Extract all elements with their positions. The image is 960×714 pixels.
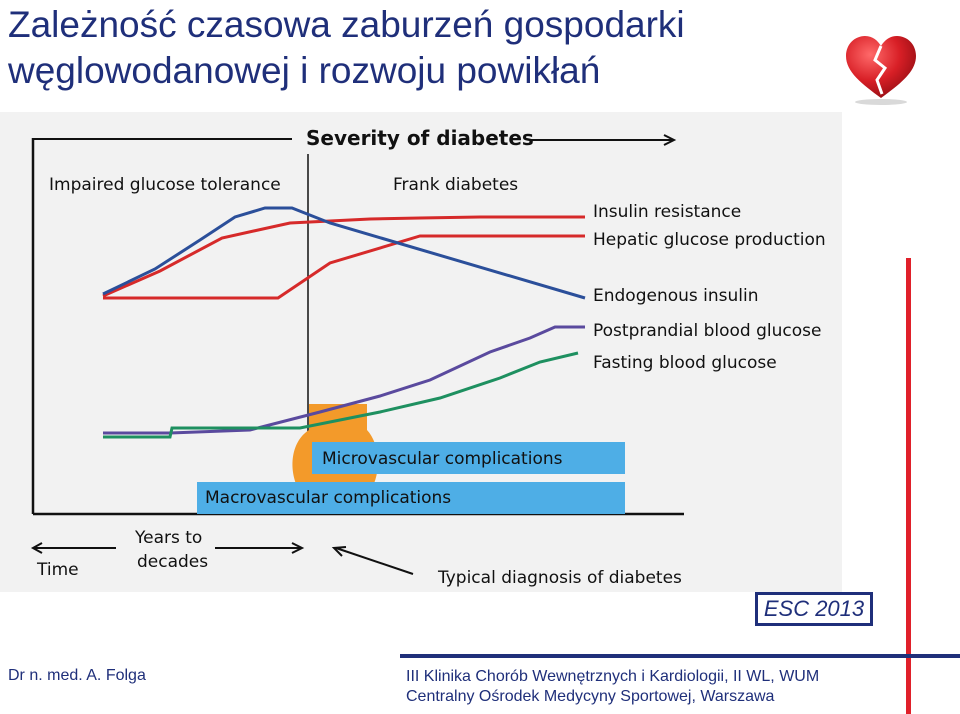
diagnosis-arrowhead-icon — [331, 546, 347, 557]
time-arrowhead-left-icon — [30, 542, 43, 554]
curve-hepatic-glucose-production — [103, 234, 585, 300]
curve-insulin-resistance — [102, 215, 585, 298]
severity-label: Severity of diabetes — [306, 126, 534, 150]
curve-endogenous-insulin — [102, 206, 586, 300]
broken-heart-icon — [846, 36, 916, 105]
microvascular-label: Microvascular complications — [322, 449, 563, 469]
footer-institution-line-1: III Klinika Chorób Wewnętrznych i Kardio… — [406, 668, 820, 685]
label-insulin-resistance: Insulin resistance — [593, 202, 741, 222]
severity-arrowhead-icon — [663, 134, 677, 146]
label-postprandial-blood-glucose: Postprandial blood glucose — [593, 321, 821, 341]
label-endogenous-insulin: Endogenous insulin — [593, 286, 759, 306]
source-badge: ESC 2013 — [755, 592, 873, 626]
slide-title-line-2: węglowodanowej i rozwoju powikłań — [8, 50, 601, 91]
macrovascular-label: Macrovascular complications — [205, 488, 451, 508]
years-to-label: Years to — [134, 528, 202, 548]
diabetes-progression-diagram: Severity of diabetes Impaired glucose to… — [30, 126, 826, 588]
microvascular-bar — [312, 442, 625, 474]
footer-institution: III Klinika Chorób Wewnętrznych i Kardio… — [406, 667, 819, 707]
decades-label: decades — [137, 552, 208, 572]
footer-divider — [400, 654, 960, 658]
slide-title: Zależność czasowa zaburzeń gospodarki wę… — [8, 2, 828, 94]
label-hepatic-glucose-production: Hepatic glucose production — [593, 230, 826, 250]
macrovascular-bar — [197, 482, 625, 514]
curve-postprandial-blood-glucose — [103, 325, 585, 435]
slide-title-line-1: Zależność czasowa zaburzeń gospodarki — [8, 4, 685, 45]
label-fasting-blood-glucose: Fasting blood glucose — [593, 353, 777, 373]
footer-institution-line-2: Centralny Ośrodek Medycyny Sportowej, Wa… — [406, 688, 775, 705]
typical-diagnosis-label: Typical diagnosis of diabetes — [437, 568, 682, 588]
diagnosis-arrow — [335, 547, 414, 575]
curve-fasting-blood-glucose — [103, 351, 579, 439]
footer-author: Dr n. med. A. Folga — [8, 667, 146, 684]
time-arrowhead-right-icon — [291, 542, 305, 554]
phase-frank-diabetes: Frank diabetes — [393, 175, 518, 195]
phase-impaired-glucose-tolerance: Impaired glucose tolerance — [49, 175, 281, 195]
time-label: Time — [36, 560, 79, 580]
decorative-red-bar — [906, 258, 911, 714]
